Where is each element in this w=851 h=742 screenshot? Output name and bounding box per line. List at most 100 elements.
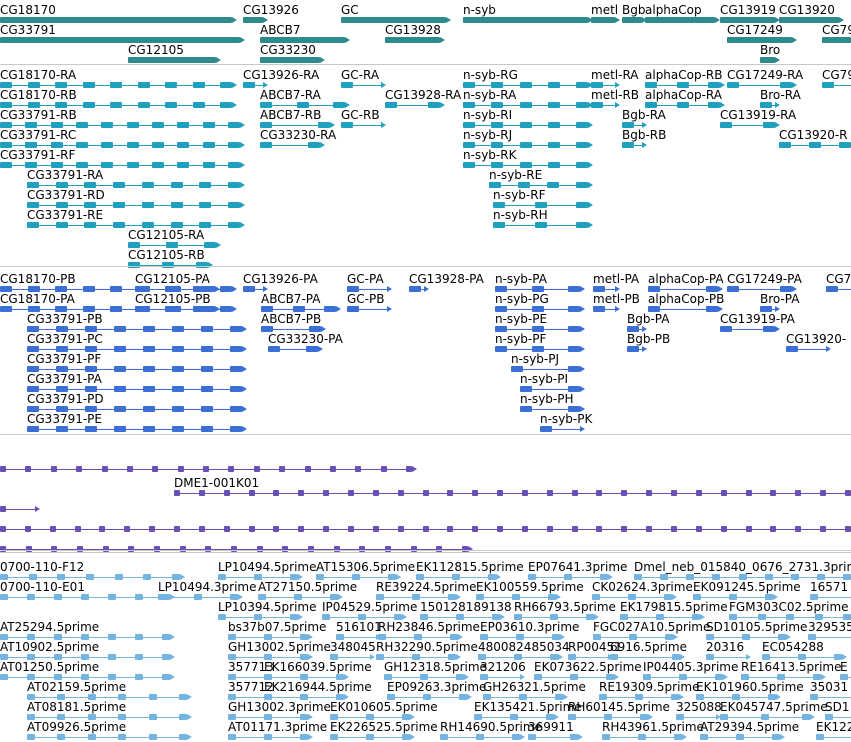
protein-feature[interactable]: CG33791-PC <box>27 332 247 352</box>
est-feature[interactable]: EP07641.3prime <box>528 560 627 580</box>
transcript-feature[interactable]: CG33791-RD <box>27 188 245 208</box>
clone-feature[interactable] <box>0 452 417 472</box>
protein-feature[interactable]: CG17249-PA <box>727 272 802 292</box>
protein-feature[interactable]: n-syb-PG <box>495 292 585 312</box>
est-feature[interactable]: RH14690.5prime <box>440 720 542 740</box>
protein-feature[interactable]: n-syb-PE <box>495 312 585 332</box>
gene-feature[interactable]: CG18170 <box>0 3 237 23</box>
est-feature[interactable]: RH43961.5prime <box>602 720 704 740</box>
est-feature[interactable]: EK073622.5prime <box>534 660 642 680</box>
gene-feature[interactable]: n-syb <box>463 3 593 23</box>
transcript-feature[interactable]: alphaCop-RA <box>645 88 725 108</box>
est-feature[interactable]: RP00451 <box>568 640 622 660</box>
protein-feature[interactable]: n-syb-PJ <box>511 352 585 372</box>
transcript-feature[interactable]: alphaCop-RB <box>645 68 725 88</box>
est-feature[interactable]: LP10494.3prime <box>158 580 257 600</box>
protein-feature[interactable]: n-syb-PH <box>520 392 585 412</box>
est-feature[interactable]: 6916.5prime <box>610 640 687 660</box>
est-feature[interactable]: 480082485034 <box>478 640 570 660</box>
transcript-feature[interactable]: CG33230-RA <box>260 128 336 148</box>
gene-feature[interactable]: CG17249 <box>727 23 797 43</box>
transcript-feature[interactable]: n-syb-RJ <box>463 128 593 148</box>
est-feature[interactable]: LP10494.5prime <box>218 560 317 580</box>
transcript-feature[interactable]: CG18170-RA <box>0 68 237 88</box>
est-feature[interactable]: AT01171.3prime <box>228 720 327 740</box>
transcript-feature[interactable]: CG33791-RE <box>27 208 245 228</box>
est-feature[interactable]: 357713 <box>228 660 274 680</box>
transcript-feature[interactable]: ABCB7-RB <box>260 108 335 128</box>
est-feature[interactable]: IP04529.5prime <box>322 600 417 620</box>
est-feature[interactable]: IP04405.3prime <box>643 660 738 680</box>
est-feature[interactable]: AT15306.5prime <box>316 560 415 580</box>
est-feature[interactable]: GH26321.5prime <box>483 680 586 700</box>
gene-feature[interactable]: GC <box>341 3 451 23</box>
clone-feature[interactable] <box>0 532 473 552</box>
est-feature[interactable]: RE19309.5prime <box>599 680 700 700</box>
protein-feature[interactable]: CG33791-PB <box>27 312 247 332</box>
transcript-feature[interactable]: CG33791-RC <box>0 128 245 148</box>
transcript-feature[interactable]: n-syb-RK <box>463 148 593 168</box>
transcript-feature[interactable]: Bro-RA <box>760 88 801 108</box>
transcript-feature[interactable]: CG18170-RB <box>0 88 237 108</box>
est-feature[interactable]: 357712 <box>228 680 274 700</box>
est-feature[interactable]: AT29394.5prime <box>700 720 799 740</box>
protein-feature[interactable]: CG33791-PA <box>27 372 247 392</box>
est-feature[interactable]: EK166039.5prime <box>264 660 372 680</box>
protein-feature[interactable]: CG12105-PA <box>135 272 220 292</box>
est-feature[interactable]: 516101 <box>336 620 382 640</box>
est-feature[interactable]: 20316 <box>706 640 751 660</box>
transcript-feature[interactable]: n-syb-RG <box>463 68 593 88</box>
est-feature[interactable]: GH12318.5prime <box>384 660 487 680</box>
est-feature[interactable]: E <box>840 660 851 680</box>
clone-feature[interactable] <box>0 512 851 532</box>
est-feature[interactable]: LP10394.5prime <box>218 600 317 620</box>
est-feature[interactable]: 369911 <box>528 720 583 740</box>
transcript-feature[interactable]: Bgb-RA <box>622 108 666 128</box>
est-feature[interactable]: FGM303C02.5prime <box>729 600 851 620</box>
transcript-feature[interactable]: n-syb-RF <box>493 188 593 208</box>
est-feature[interactable]: SD10105.5prime <box>706 620 807 640</box>
est-feature[interactable]: AT09926.5prime <box>27 720 192 740</box>
transcript-feature[interactable]: CG79 <box>822 68 851 88</box>
gene-feature[interactable]: CG13928 <box>385 23 445 43</box>
protein-feature[interactable]: Bgb-PA <box>627 312 669 332</box>
transcript-feature[interactable]: Bgb-RB <box>622 128 666 148</box>
est-feature[interactable]: 35031 <box>810 680 851 700</box>
gene-feature[interactable]: Bgb <box>622 3 647 23</box>
protein-feature[interactable]: alphaCop-PA <box>648 272 724 292</box>
protein-feature[interactable]: GC-PA <box>347 272 392 292</box>
transcript-feature[interactable]: CG33791-RF <box>0 148 245 168</box>
est-feature[interactable]: 329535 <box>808 620 851 640</box>
transcript-feature[interactable]: n-syb-RH <box>493 208 593 228</box>
transcript-feature[interactable]: metl-RB <box>591 88 639 108</box>
transcript-feature[interactable]: n-syb-RI <box>463 108 593 128</box>
protein-feature[interactable]: n-syb-PK <box>540 412 592 432</box>
protein-feature[interactable]: CG33230-PA <box>268 332 343 352</box>
protein-feature[interactable]: CG13920- <box>786 332 846 352</box>
est-feature[interactable]: AT01250.5prime <box>0 660 175 680</box>
est-feature[interactable]: GH13002.3prime <box>228 700 331 720</box>
est-feature[interactable]: EK216944.5prime <box>264 680 372 700</box>
protein-feature[interactable]: ABCB7-PA <box>261 292 341 312</box>
est-feature[interactable]: RH32290.5prime <box>376 640 478 660</box>
protein-feature[interactable]: metl-PB <box>593 292 640 312</box>
transcript-feature[interactable]: ABCB7-RA <box>260 88 350 108</box>
gene-feature[interactable]: CG13926 <box>243 3 299 23</box>
transcript-feature[interactable]: CG33791-RA <box>27 168 245 188</box>
transcript-feature[interactable]: CG33791-RB <box>0 108 245 128</box>
protein-feature[interactable]: Bro-PA <box>760 292 799 312</box>
est-feature[interactable]: RE16413.5prime <box>741 660 842 680</box>
protein-feature[interactable]: n-syb-PI <box>520 372 585 392</box>
protein-feature[interactable]: CG33791-PE <box>27 412 247 432</box>
est-feature[interactable]: SD1 <box>825 700 851 720</box>
est-feature[interactable]: EC054288 <box>762 640 847 660</box>
gene-feature[interactable]: ABCB7 <box>260 23 350 43</box>
est-feature[interactable]: EP03610.3prime <box>480 620 579 640</box>
protein-feature[interactable]: CG12105-PB <box>135 292 220 312</box>
est-feature[interactable]: RH60145.5prime <box>568 700 670 720</box>
est-feature[interactable]: Dmel_neb_015840_0676_2731.3prim <box>634 560 851 580</box>
est-feature[interactable]: 0700-110-F12 <box>0 560 185 580</box>
est-feature[interactable]: EK091245.5prime <box>693 580 801 600</box>
gene-feature[interactable]: metl <box>591 3 620 23</box>
gene-feature[interactable]: CG13920 <box>779 3 844 23</box>
